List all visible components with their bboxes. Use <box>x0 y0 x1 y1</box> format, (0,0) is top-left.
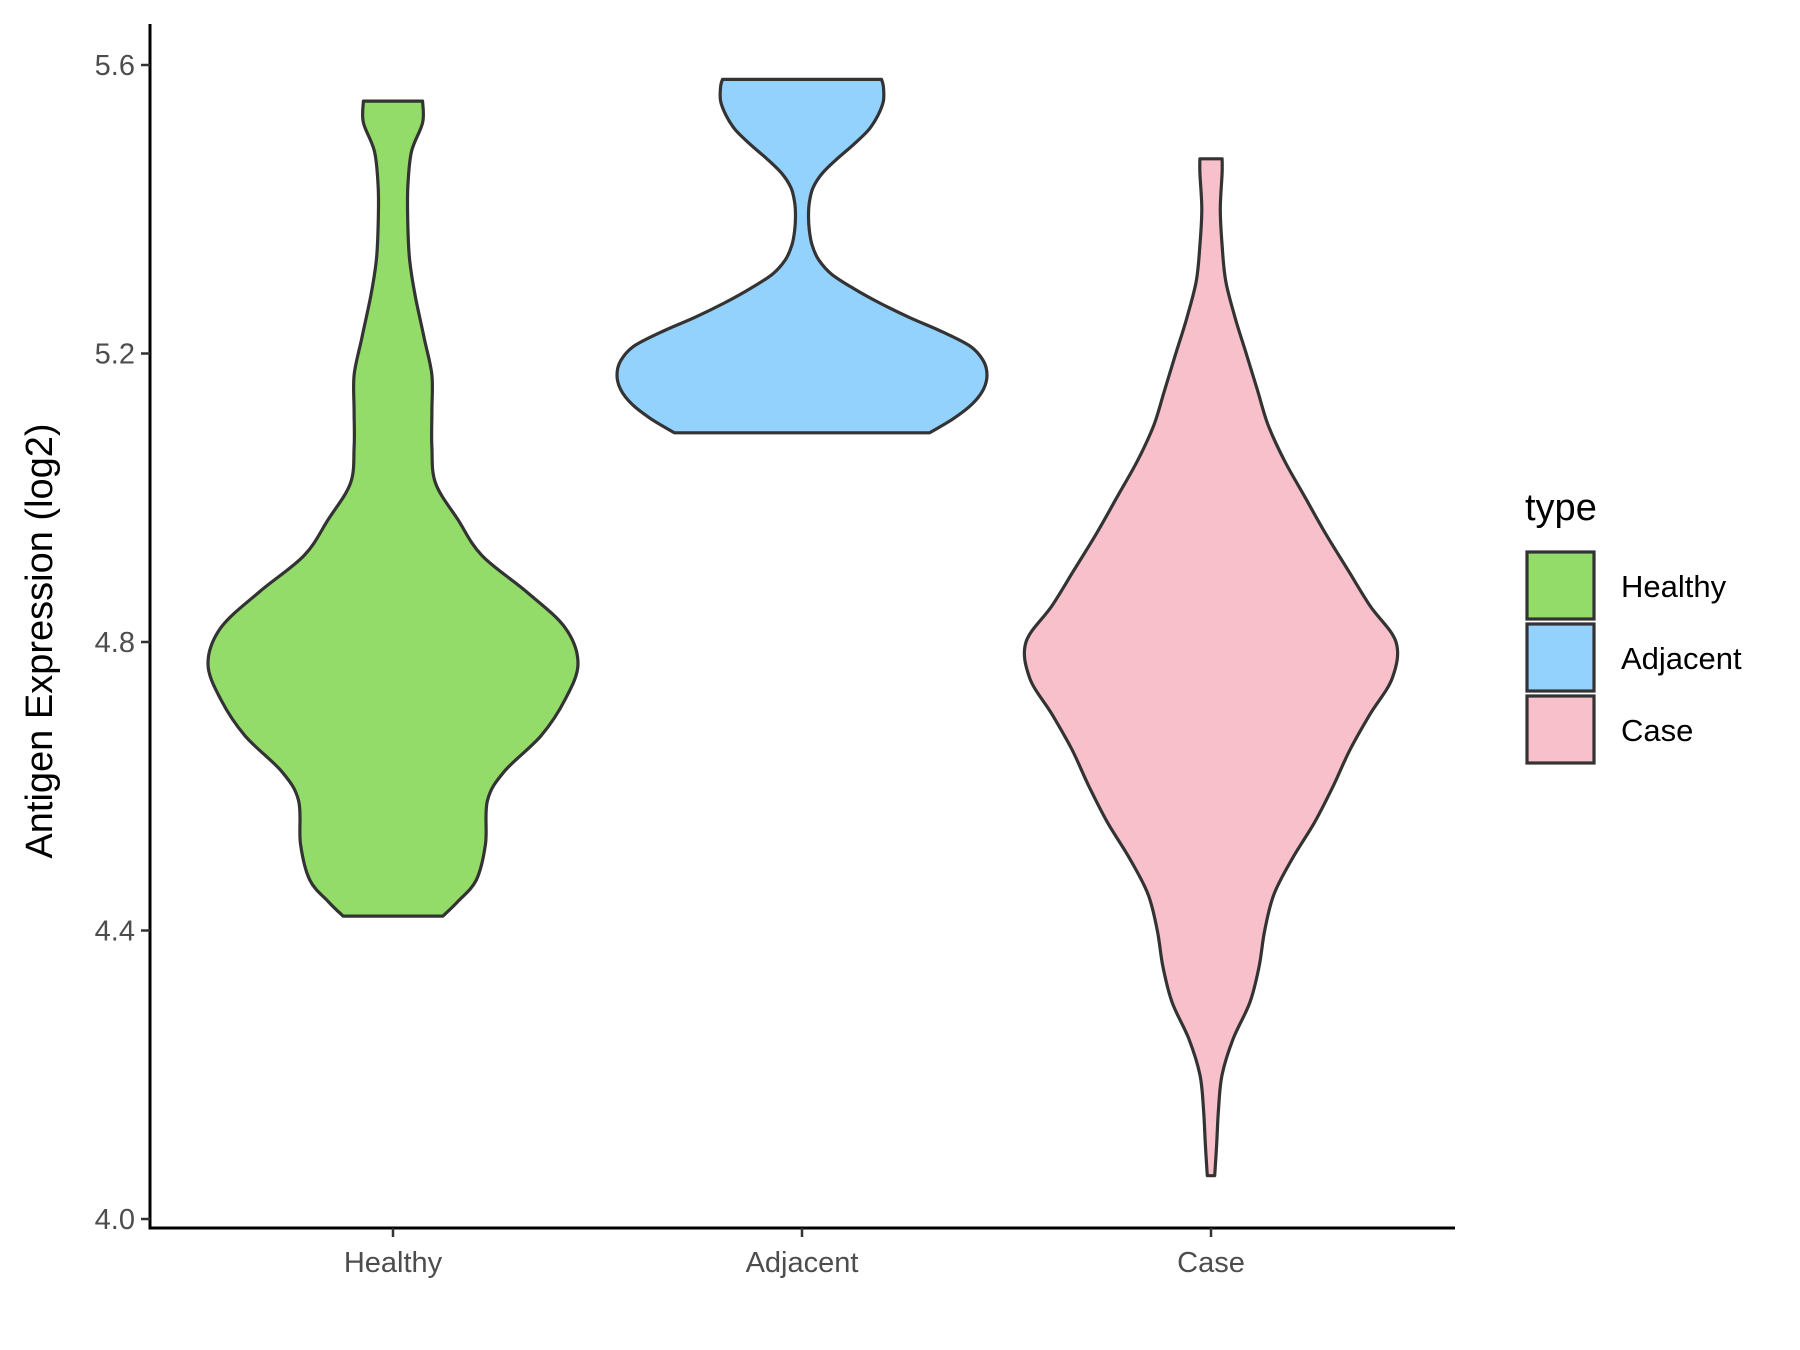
legend-swatch-adjacent <box>1525 622 1596 693</box>
legend-swatch-case <box>1525 694 1596 765</box>
y-tick-label: 4.4 <box>95 916 135 948</box>
axes-layer: 4.0 4.4 4.8 5.2 5.6 Healthy Adjacent Case <box>95 24 1455 1279</box>
y-axis-title: Antigen Expression (log2) <box>19 423 61 858</box>
legend-title: type <box>1525 487 1597 529</box>
x-tick-label: Adjacent <box>746 1247 859 1279</box>
legend-swatch-healthy <box>1525 550 1596 621</box>
legend-label-adjacent: Adjacent <box>1621 641 1742 676</box>
x-tick-label: Healthy <box>344 1247 443 1279</box>
y-tick-label: 4.8 <box>95 627 135 659</box>
y-tick-label: 5.2 <box>95 339 135 371</box>
y-tick-label: 4.0 <box>95 1204 135 1236</box>
y-tick-label: 5.6 <box>95 50 135 82</box>
legend: type Healthy Adjacent Case <box>1525 487 1742 765</box>
violin-case <box>1022 157 1400 1178</box>
x-tick-label: Case <box>1177 1247 1245 1279</box>
violins-layer <box>206 77 1400 1178</box>
violin-adjacent <box>615 77 989 435</box>
legend-label-case: Case <box>1621 713 1693 748</box>
violin-healthy <box>206 99 580 918</box>
legend-label-healthy: Healthy <box>1621 569 1727 604</box>
